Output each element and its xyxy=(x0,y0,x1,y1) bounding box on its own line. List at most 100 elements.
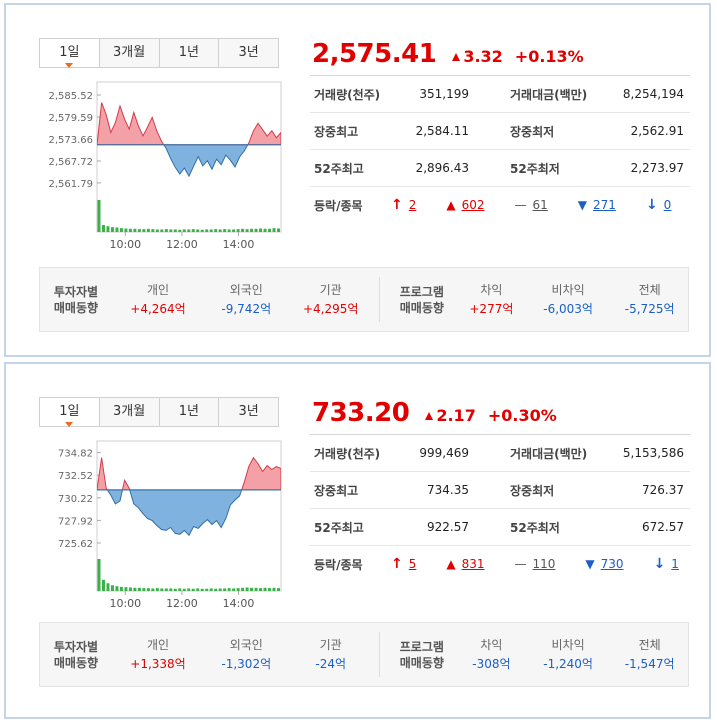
volume-bar xyxy=(245,587,249,591)
tab-3months[interactable]: 3개월 xyxy=(99,398,160,426)
volume-bar xyxy=(250,587,254,591)
x-tick-label: 12:00 xyxy=(166,238,198,251)
volume-bar xyxy=(205,229,209,232)
52week-high-value: 922.57 xyxy=(427,520,469,534)
volume-bar xyxy=(160,229,164,232)
volume-bar xyxy=(115,227,119,232)
volume-bar xyxy=(151,229,155,232)
52week-high-value: 2,896.43 xyxy=(415,161,469,175)
arrow-down-icon: ↓ xyxy=(653,556,666,572)
stats-table: 거래량(천주) 999,469 거래대금(백만) 5,153,586 장중최고 … xyxy=(310,434,690,582)
volume-bar xyxy=(146,228,150,232)
volume-bar xyxy=(142,229,146,232)
52week-low-label: 52주최저 xyxy=(510,161,560,176)
volume-bar xyxy=(254,587,258,591)
volume-bar xyxy=(110,227,114,232)
investor-foreign: 외국인 -9,742억 xyxy=(221,282,272,316)
y-tick-label: 725.62 xyxy=(58,539,93,550)
intraday-high-value: 2,584.11 xyxy=(415,124,469,138)
volume-bar xyxy=(236,588,240,591)
volume-label: 거래량(천주) xyxy=(314,87,381,102)
volume-bar xyxy=(272,228,276,232)
y-tick-label: 730.22 xyxy=(58,494,93,505)
price-area-below xyxy=(97,144,281,178)
volume-bar xyxy=(227,229,231,232)
stats-row: 장중최고 734.35 장중최저 726.37 xyxy=(310,472,690,509)
volume-bar xyxy=(101,579,105,591)
lower-limit-count[interactable]: ↓ 0 xyxy=(645,197,672,213)
updown-row: 등락/종목 ↑ 5 ▲ 831 —110 ▼ 730 ↓ 1 xyxy=(310,546,690,582)
tab-1day[interactable]: 1일 xyxy=(40,398,100,427)
volume-bar xyxy=(164,588,168,591)
volume-bar xyxy=(223,588,227,591)
y-tick-label: 734.82 xyxy=(58,449,93,460)
falling-count[interactable]: ▼ 271 xyxy=(577,198,616,212)
volume-bar xyxy=(272,587,276,591)
price-area-below xyxy=(97,489,281,537)
volume-bar xyxy=(209,229,213,232)
tab-3months[interactable]: 3개월 xyxy=(99,39,160,67)
price-change-pct: +0.30% xyxy=(487,406,557,425)
lower-limit-count[interactable]: ↓ 1 xyxy=(653,556,679,572)
tab-3years[interactable]: 3년 xyxy=(219,398,278,426)
updown-label: 등락/종목 xyxy=(314,557,363,572)
volume-bar xyxy=(263,587,267,591)
kospi-panel: 1일 3개월 1년 3년 2,585.52 2,579.59 2,573.66 2,5… xyxy=(4,3,711,357)
volume-bar xyxy=(227,588,231,591)
volume-bar xyxy=(169,588,173,591)
upper-limit-count[interactable]: ↑ 2 xyxy=(391,197,417,213)
divider xyxy=(378,277,380,322)
volume-bar xyxy=(191,229,195,232)
stats-row: 52주최고 2,896.43 52주최저 2,273.97 xyxy=(310,150,690,187)
intraday-chart[interactable]: 2,585.52 2,579.59 2,573.66 2,567.72 2,561.79… xyxy=(39,72,284,252)
updown-label: 등락/종목 xyxy=(314,198,363,213)
y-tick-label: 2,579.59 xyxy=(48,113,93,124)
price-area-above xyxy=(97,456,281,490)
volume-bar xyxy=(259,588,263,591)
price-summary: 2,575.41 3.32 +0.13% xyxy=(312,39,584,69)
volume-bar xyxy=(151,588,155,591)
tab-1year[interactable]: 1년 xyxy=(159,398,220,426)
volume-bar xyxy=(241,587,245,591)
52week-high-label: 52주최고 xyxy=(314,161,364,176)
tab-1day[interactable]: 1일 xyxy=(40,39,100,68)
period-tabs: 1일 3개월 1년 3년 xyxy=(39,397,279,427)
intraday-high-value: 734.35 xyxy=(427,483,469,497)
flat-count[interactable]: —61 xyxy=(514,198,548,212)
volume-bar xyxy=(124,228,128,232)
volume-bar xyxy=(160,588,164,591)
y-tick-label: 2,567.72 xyxy=(48,157,93,168)
volume-bar xyxy=(164,229,168,232)
tab-3years[interactable]: 3년 xyxy=(219,39,278,67)
flat-count[interactable]: —110 xyxy=(514,557,556,571)
52week-low-value: 2,273.97 xyxy=(630,161,684,175)
intraday-low-value: 2,562.91 xyxy=(630,124,684,138)
program-total: 전체 -1,547억 xyxy=(624,637,675,671)
y-tick-label: 732.52 xyxy=(58,471,93,482)
investor-foreign: 외국인 -1,302억 xyxy=(221,637,272,671)
stats-row: 거래량(천주) 999,469 거래대금(백만) 5,153,586 xyxy=(310,435,690,472)
arrow-up-icon: ↑ xyxy=(391,556,403,572)
tab-1year[interactable]: 1년 xyxy=(159,39,220,67)
volume-bar xyxy=(259,228,263,232)
arrow-down-icon: ↓ xyxy=(645,197,658,213)
volume-bar xyxy=(173,229,177,232)
volume-bar xyxy=(245,229,249,232)
triangle-up-icon: ▲ xyxy=(446,198,456,212)
volume-bar xyxy=(182,229,186,232)
volume-bar xyxy=(196,588,200,591)
volume-bar xyxy=(137,587,141,591)
rising-count[interactable]: ▲ 831 xyxy=(446,557,485,571)
volume-bar xyxy=(106,583,110,591)
period-tabs: 1일 3개월 1년 3년 xyxy=(39,38,279,68)
intraday-high-label: 장중최고 xyxy=(314,124,359,139)
falling-count[interactable]: ▼ 730 xyxy=(585,557,624,571)
volume-bar xyxy=(254,228,258,232)
volume-bar xyxy=(191,588,195,591)
upper-limit-count[interactable]: ↑ 5 xyxy=(391,556,417,572)
volume-bar xyxy=(97,200,101,232)
dash-icon: — xyxy=(514,198,527,212)
rising-count[interactable]: ▲ 602 xyxy=(446,198,485,212)
intraday-chart[interactable]: 734.82 732.52 730.22 727.92 725.62 10:00 12:00… xyxy=(39,431,284,611)
volume-bar xyxy=(178,229,182,232)
